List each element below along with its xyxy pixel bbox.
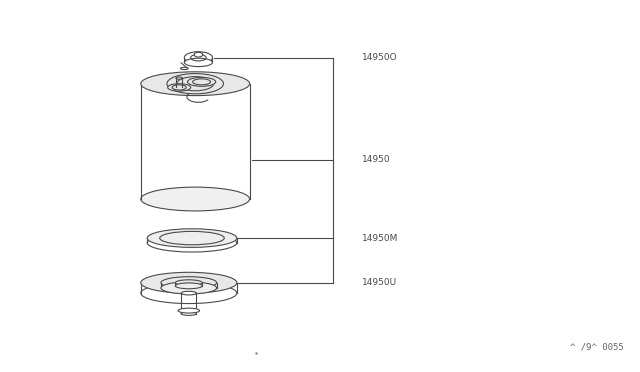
Ellipse shape — [168, 84, 191, 91]
Ellipse shape — [175, 283, 202, 289]
Ellipse shape — [194, 52, 203, 57]
Ellipse shape — [180, 67, 188, 70]
Ellipse shape — [141, 72, 250, 96]
Ellipse shape — [176, 77, 182, 79]
Ellipse shape — [167, 74, 223, 94]
Ellipse shape — [141, 283, 237, 304]
Text: ^ /9^ 0055: ^ /9^ 0055 — [570, 343, 624, 352]
Ellipse shape — [161, 282, 216, 294]
Ellipse shape — [184, 58, 212, 67]
Ellipse shape — [188, 77, 216, 86]
Ellipse shape — [141, 187, 250, 211]
Ellipse shape — [175, 280, 202, 286]
Ellipse shape — [184, 52, 212, 64]
Ellipse shape — [147, 234, 237, 252]
Text: 14950M: 14950M — [362, 234, 398, 243]
Text: 14950U: 14950U — [362, 278, 397, 287]
Text: 14950: 14950 — [362, 155, 390, 164]
Ellipse shape — [141, 272, 237, 293]
Ellipse shape — [147, 229, 237, 247]
Text: 14950O: 14950O — [362, 53, 397, 62]
Ellipse shape — [161, 277, 216, 289]
Ellipse shape — [178, 308, 200, 313]
Ellipse shape — [181, 312, 196, 315]
Ellipse shape — [181, 291, 196, 295]
